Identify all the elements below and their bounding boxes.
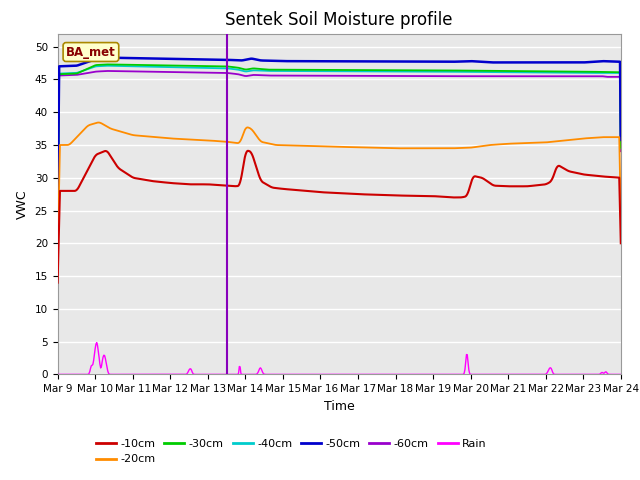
Y-axis label: VWC: VWC: [16, 189, 29, 219]
Text: BA_met: BA_met: [66, 46, 116, 59]
Title: Sentek Soil Moisture profile: Sentek Soil Moisture profile: [225, 11, 453, 29]
Legend: -10cm, -20cm, -30cm, -40cm, -50cm, -60cm, Rain: -10cm, -20cm, -30cm, -40cm, -50cm, -60cm…: [92, 434, 491, 469]
X-axis label: Time: Time: [324, 400, 355, 413]
